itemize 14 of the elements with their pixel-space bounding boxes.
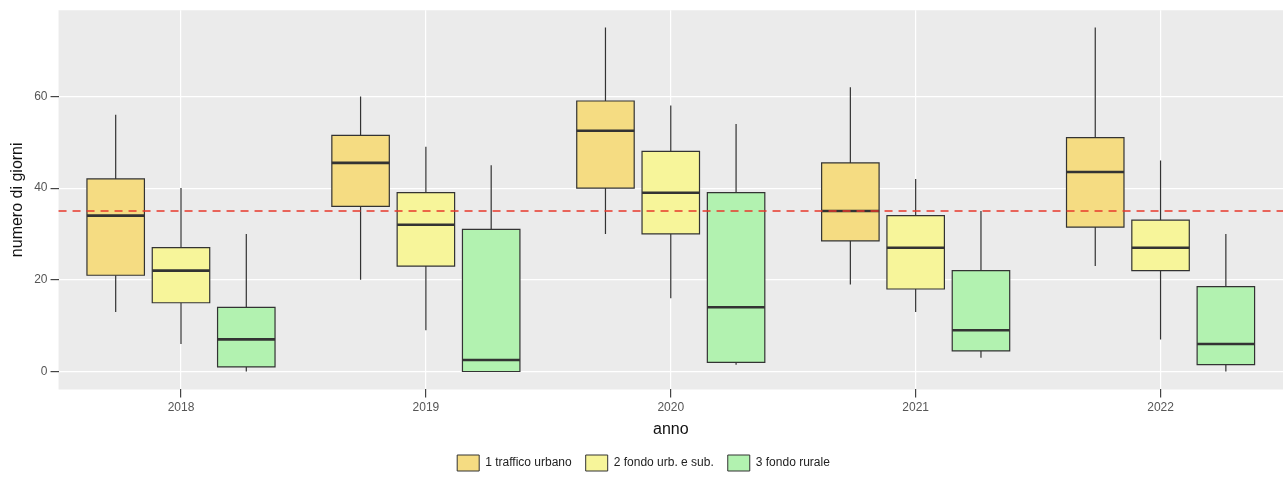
- x-tick-label: 2021: [902, 399, 930, 414]
- legend-label: 2 fondo urb. e sub.: [613, 455, 714, 470]
- x-axis-title: anno: [652, 419, 689, 437]
- y-axis-title: numero di giorni: [8, 142, 26, 258]
- x-tick-label: 2022: [1147, 399, 1175, 414]
- y-tick-label: 20: [34, 272, 48, 287]
- x-tick-label: 2020: [657, 399, 685, 414]
- y-tick-label: 0: [40, 363, 48, 378]
- x-tick-label: 2018: [167, 399, 195, 414]
- legend-label: 1 traffico urbano: [485, 455, 573, 470]
- legend-label: 3 fondo rurale: [755, 455, 831, 470]
- y-tick-label: 40: [34, 180, 48, 195]
- x-tick-label: 2019: [412, 399, 440, 414]
- y-tick-label: 60: [34, 88, 48, 103]
